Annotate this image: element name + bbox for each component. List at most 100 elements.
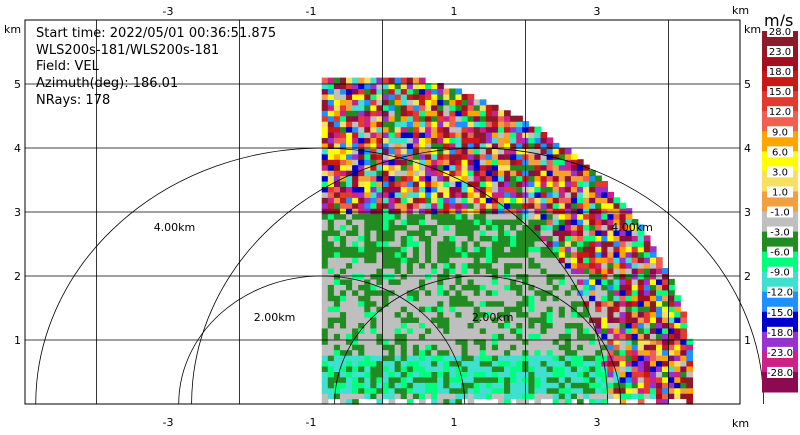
data-cell [589,262,596,269]
data-cell [370,344,378,351]
x-tick-label-bottom: 1 [451,416,458,429]
data-cell [346,295,353,302]
data-cell [473,110,481,117]
data-cell [485,132,493,139]
data-cell [570,338,578,345]
data-cell [589,344,596,351]
data-cell [412,344,420,351]
data-cell [443,246,450,253]
data-cell [534,191,542,198]
data-cell [497,376,505,383]
data-cell [552,306,560,313]
data-cell [431,142,438,149]
data-cell [467,300,475,307]
data-cell [516,115,523,122]
data-cell [425,88,432,95]
data-cell [437,219,444,226]
data-cell [370,322,378,329]
data-cell [376,219,384,226]
data-cell [479,121,487,128]
data-cell [321,142,329,149]
data-cell [485,186,493,193]
data-cell [546,170,554,177]
data-cell [467,278,475,285]
x-axis-label-bottom: km [732,417,749,430]
data-cell [552,338,560,345]
data-cell [443,202,450,209]
data-cell [455,104,463,111]
data-cell [619,278,627,285]
data-cell [674,306,681,313]
data-cell [552,202,560,209]
data-cell [668,295,675,302]
data-cell [388,393,396,400]
data-cell [589,202,596,209]
data-cell [583,382,590,389]
data-cell [485,175,493,182]
data-cell [479,208,487,215]
data-cell [467,284,475,291]
data-cell [321,251,329,258]
data-cell [437,164,444,171]
data-cell [400,338,408,345]
data-cell [425,273,432,280]
data-cell [637,349,645,356]
data-cell [504,355,511,362]
data-cell [528,208,536,215]
data-cell [552,224,560,231]
data-cell [558,365,566,372]
start-time-label: Start time: 2022/05/01 00:36:51.875 [36,26,277,41]
data-cell [394,186,402,193]
data-cell [455,355,463,362]
data-cell [534,333,542,340]
data-cell [564,224,572,231]
data-cell [491,376,499,383]
data-cell [491,355,499,362]
data-cell [576,170,584,177]
data-cell [364,306,371,313]
data-cell [680,338,687,345]
data-cell [625,246,633,253]
data-cell [443,110,450,117]
data-cell [425,333,432,340]
data-cell [613,278,621,285]
data-cell [595,322,602,329]
data-cell [425,137,432,144]
data-cell [607,197,615,204]
data-cell [425,240,432,247]
data-cell [352,219,359,226]
data-cell [649,289,657,296]
data-cell [479,316,487,323]
data-cell [394,316,402,323]
data-cell [473,316,481,323]
data-cell [662,355,669,362]
colorbar-label-bg [767,86,793,98]
data-cell [370,213,378,220]
data-cell [467,153,475,160]
data-cell [394,300,402,307]
data-cell [570,235,578,242]
data-cell [625,316,633,323]
data-cell [412,175,420,182]
data-cell [339,371,347,378]
data-cell [540,164,548,171]
data-cell [321,240,329,247]
data-cell [516,376,523,383]
data-cell [504,327,511,334]
data-cell [382,159,390,166]
data-cell [394,121,402,128]
data-cell [637,235,645,242]
data-cell [662,376,669,383]
data-cell [455,295,463,302]
data-cell [473,175,481,182]
data-cell [564,344,572,351]
data-cell [497,382,505,389]
data-cell [321,273,329,280]
data-cell [431,387,438,394]
data-cell [327,137,335,144]
data-cell [534,278,542,285]
data-cell [601,311,608,318]
data-cell [467,224,475,231]
data-cell [595,327,602,334]
data-cell [613,349,621,356]
